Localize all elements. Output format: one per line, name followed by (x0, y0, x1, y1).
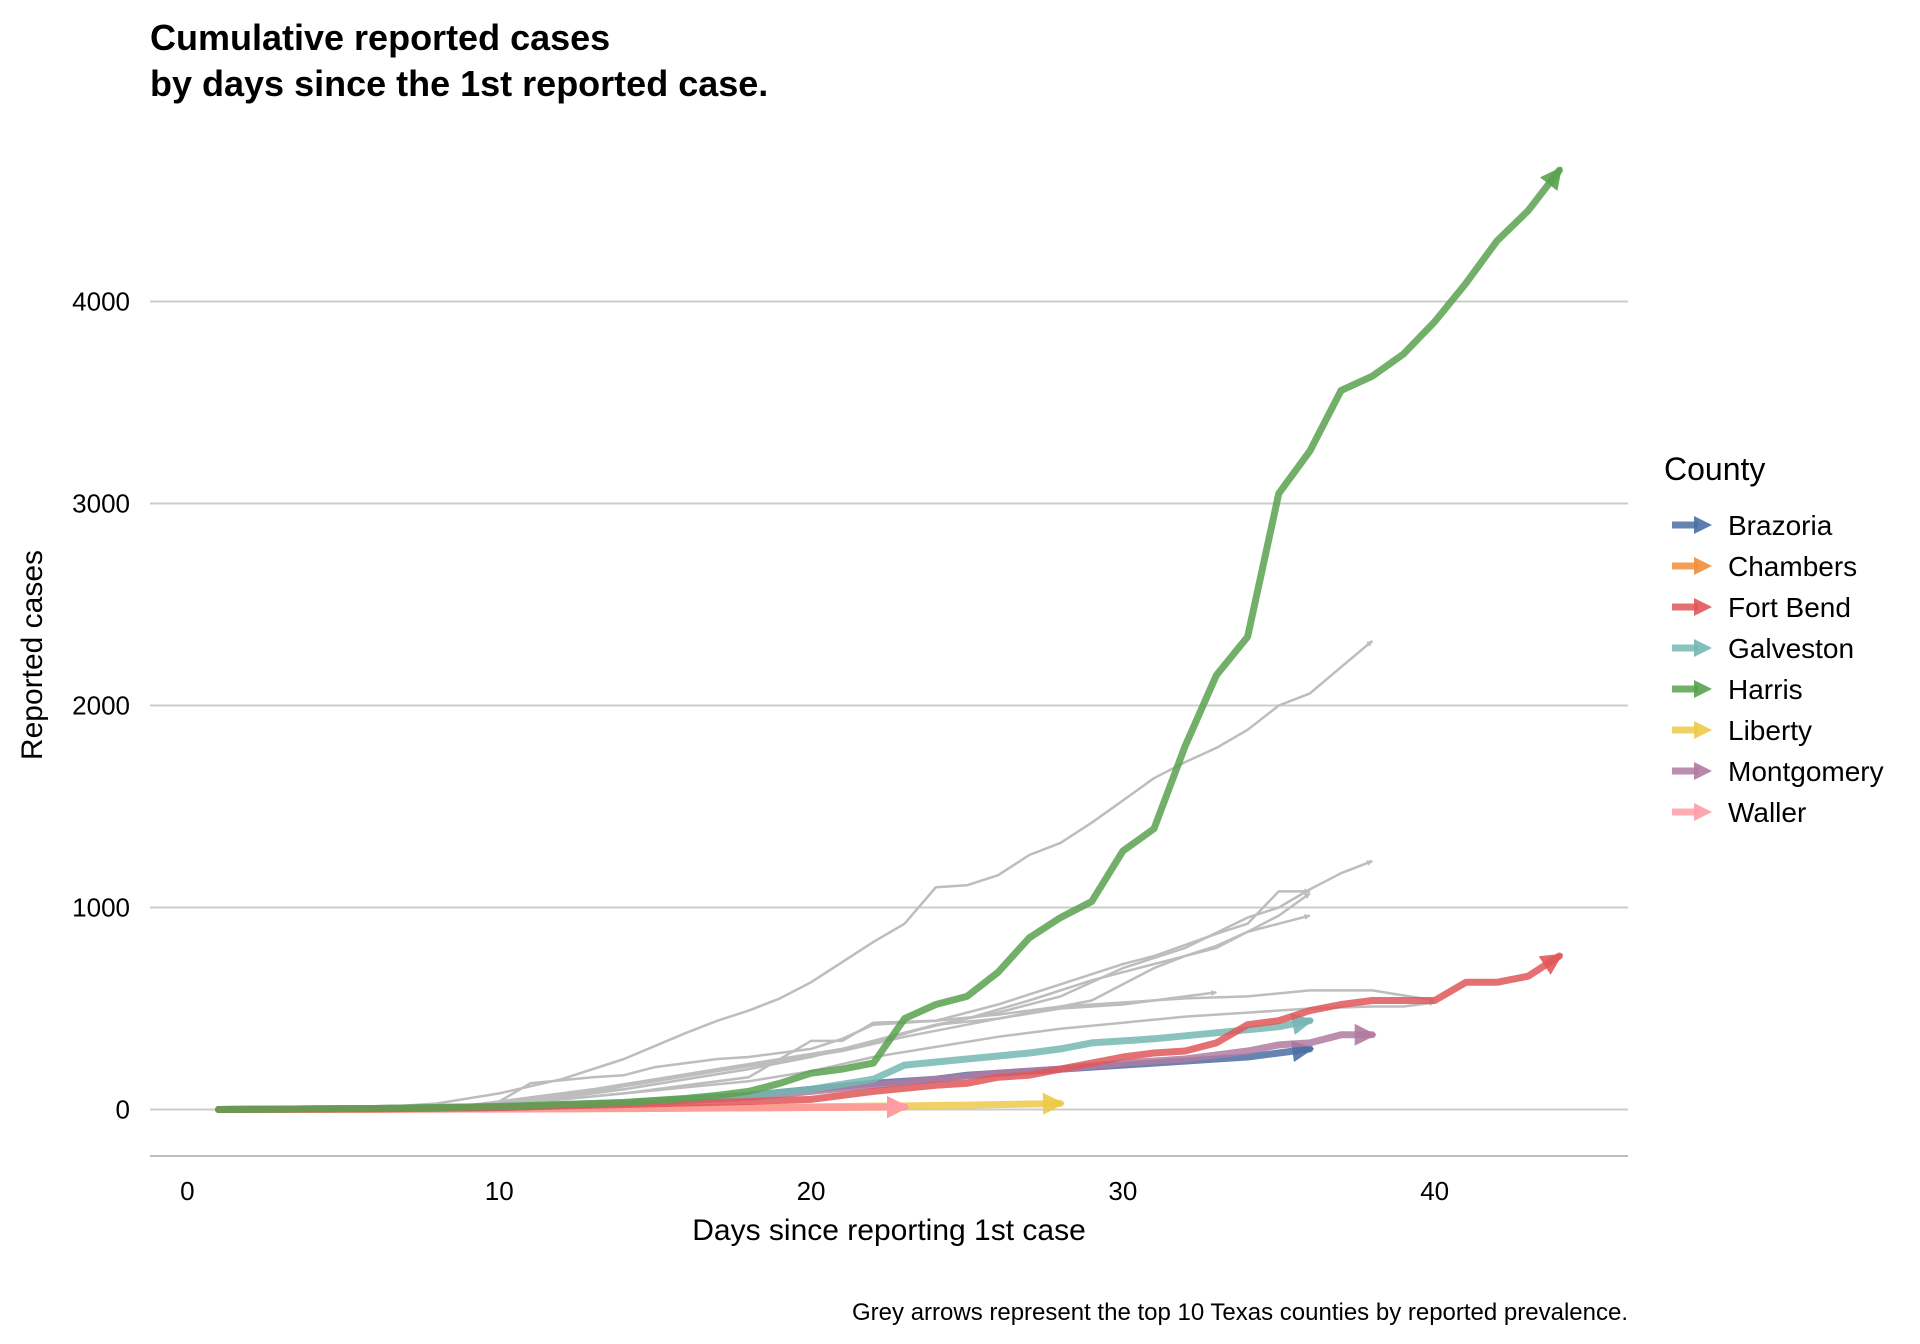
legend-swatch-arrow (1694, 762, 1712, 780)
legend-item-waller: Waller (1672, 797, 1806, 828)
legend-label: Fort Bend (1728, 592, 1851, 623)
y-tick-label: 2000 (72, 691, 130, 721)
gridlines (150, 300, 1628, 1111)
x-tick-label: 20 (797, 1176, 826, 1206)
county-series-group (215, 166, 1564, 1119)
legend-item-harris: Harris (1672, 674, 1803, 705)
legend-swatch-arrow (1694, 639, 1712, 657)
legend-item-fort-bend: Fort Bend (1672, 592, 1851, 623)
legend-item-liberty: Liberty (1672, 715, 1812, 746)
chart-title-line2: by days since the 1st reported case. (150, 63, 768, 104)
caption: Grey arrows represent the top 10 Texas c… (852, 1299, 1628, 1326)
x-tick-labels: 0 10 20 30 40 (180, 1176, 1449, 1206)
legend-label: Liberty (1728, 715, 1812, 746)
legend-label: Chambers (1728, 551, 1857, 582)
legend-label: Brazoria (1728, 510, 1833, 541)
legend-swatch-arrow (1694, 680, 1712, 698)
x-tick-label: 10 (485, 1176, 514, 1206)
legend-item-montgomery: Montgomery (1672, 756, 1884, 787)
x-tick-label: 30 (1108, 1176, 1137, 1206)
y-tick-label: 1000 (72, 893, 130, 923)
x-tick-label: 40 (1420, 1176, 1449, 1206)
legend-label: Galveston (1728, 633, 1854, 664)
legend: Brazoria Chambers Fort Bend Galveston Harris… (1672, 510, 1884, 828)
legend-swatch-arrow (1694, 557, 1712, 575)
legend-item-brazoria: Brazoria (1672, 510, 1833, 541)
y-tick-labels: 0 1000 2000 3000 4000 (72, 287, 130, 1125)
legend-item-galveston: Galveston (1672, 633, 1854, 664)
legend-swatch-arrow (1694, 598, 1712, 616)
background-series-line-1 (343, 859, 1373, 1111)
legend-item-chambers: Chambers (1672, 551, 1857, 582)
x-tick-label: 0 (180, 1176, 194, 1206)
chart-title-line1: Cumulative reported cases (150, 17, 610, 58)
background-series-line-3 (405, 914, 1311, 1111)
legend-label: Waller (1728, 797, 1806, 828)
series-line-harris (215, 166, 1563, 1113)
x-axis-label: Days since reporting 1st case (692, 1214, 1086, 1247)
legend-swatch-arrow (1694, 721, 1712, 739)
series-line-fort-bend (215, 952, 1564, 1113)
y-tick-label: 0 (116, 1095, 130, 1125)
legend-title: County (1664, 451, 1765, 487)
y-tick-label: 4000 (72, 287, 130, 317)
background-series-group (249, 639, 1436, 1111)
y-tick-label: 3000 (72, 489, 130, 519)
legend-label: Harris (1728, 674, 1803, 705)
background-series-line-2 (374, 892, 1311, 1111)
background-series-line-0 (249, 639, 1374, 1111)
legend-label: Montgomery (1728, 756, 1884, 787)
legend-swatch-arrow (1694, 803, 1712, 821)
y-axis-label: Reported cases (16, 550, 49, 760)
legend-swatch-arrow (1694, 516, 1712, 534)
